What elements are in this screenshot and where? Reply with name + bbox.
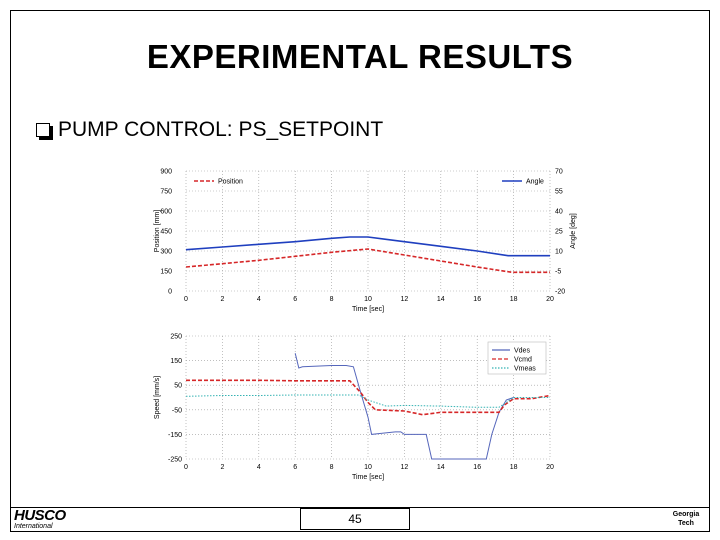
legend-box [487, 341, 547, 375]
y2-tick-label: -20 [555, 289, 565, 296]
footer-divider [10, 507, 710, 508]
legend-label-vmeas: Vmeas [514, 366, 536, 373]
x-tick-label: 12 [401, 296, 409, 303]
x-tick-label: 2 [220, 296, 224, 303]
x-tick-label: 10 [364, 296, 372, 303]
series-line-vmeas [185, 394, 550, 408]
x-tick-label: 4 [257, 464, 261, 471]
y-tick-label: -50 [172, 407, 182, 414]
x-tick-label: 14 [437, 296, 445, 303]
y-tick-label: 900 [160, 169, 172, 176]
legend-label-vcmd: Vcmd [514, 357, 532, 364]
series-line-vdes [294, 353, 514, 460]
bullet-text: PUMP CONTROL: PS_SETPOINT [58, 118, 384, 141]
x-axis-label: Time [sec] [352, 306, 384, 313]
speed-chart: 0 2 4 6 8 10 12 14 16 18 20 250 150 50 -50 -150 -250 Time… [154, 334, 554, 482]
y-tick-label: 0 [168, 289, 172, 296]
series-line-position [185, 248, 550, 274]
x-tick-label: 16 [473, 464, 481, 471]
bullet-item: PUMP CONTROL: PS_SETPOINT [36, 118, 383, 142]
x-tick-label: 8 [330, 464, 334, 471]
x-tick-label: 0 [184, 296, 188, 303]
y2-tick-label: 55 [555, 189, 563, 196]
y-tick-label: -250 [168, 457, 182, 464]
y-tick-label: 250 [170, 334, 182, 341]
y-tick-label: 300 [160, 249, 172, 256]
y-axis-label: Position [mm] [154, 210, 161, 252]
y-tick-label: 450 [160, 229, 172, 236]
x-tick-label: 14 [437, 464, 445, 471]
slide-title: EXPERIMENTAL RESULTS [146, 38, 574, 75]
position-angle-chart: 0 2 4 6 8 10 12 14 16 18 20 900 750 600 450 300 150 0 70 55… [154, 169, 577, 314]
page-number: 45 [300, 508, 410, 530]
x-tick-label: 6 [293, 464, 297, 471]
checkbox-bullet-icon [36, 123, 53, 140]
y-tick-label: 50 [174, 383, 182, 390]
x-tick-label: 16 [473, 296, 481, 303]
y2-tick-label: 10 [555, 249, 563, 256]
y-tick-label: 150 [160, 269, 172, 276]
y2-tick-label: 40 [555, 209, 563, 216]
x-tick-label: 12 [401, 464, 409, 471]
y2-axis-label: Angle [deg] [570, 213, 577, 248]
legend-label-angle: Angle [526, 179, 544, 186]
x-tick-label: 6 [293, 296, 297, 303]
y-tick-label: -150 [168, 432, 182, 439]
y2-tick-label: 70 [555, 169, 563, 176]
x-tick-label: 10 [364, 464, 372, 471]
husco-logo: HUSCO International [14, 507, 66, 530]
legend-label-vdes: Vdes [514, 348, 530, 355]
x-tick-label: 18 [510, 464, 518, 471]
x-tick-label: 18 [510, 296, 518, 303]
x-tick-label: 4 [257, 296, 261, 303]
y2-tick-label: 25 [555, 229, 563, 236]
y2-tick-label: -5 [555, 269, 561, 276]
slide-frame [10, 10, 710, 532]
x-tick-label: 20 [546, 296, 554, 303]
x-tick-label: 2 [220, 464, 224, 471]
series-line-angle [185, 236, 550, 257]
x-axis-label: Time [sec] [352, 474, 384, 481]
x-tick-label: 8 [330, 296, 334, 303]
georgia-tech-logo: Georgia Tech [672, 511, 700, 527]
y-tick-label: 600 [160, 209, 172, 216]
x-tick-label: 0 [184, 464, 188, 471]
y-tick-label: 150 [170, 358, 182, 365]
y-tick-label: 750 [160, 189, 172, 196]
x-tick-label: 20 [546, 464, 554, 471]
y-axis-label: Speed [mm/s] [154, 376, 161, 419]
legend-label-position: Position [218, 179, 243, 186]
series-line-vcmd [186, 379, 551, 416]
